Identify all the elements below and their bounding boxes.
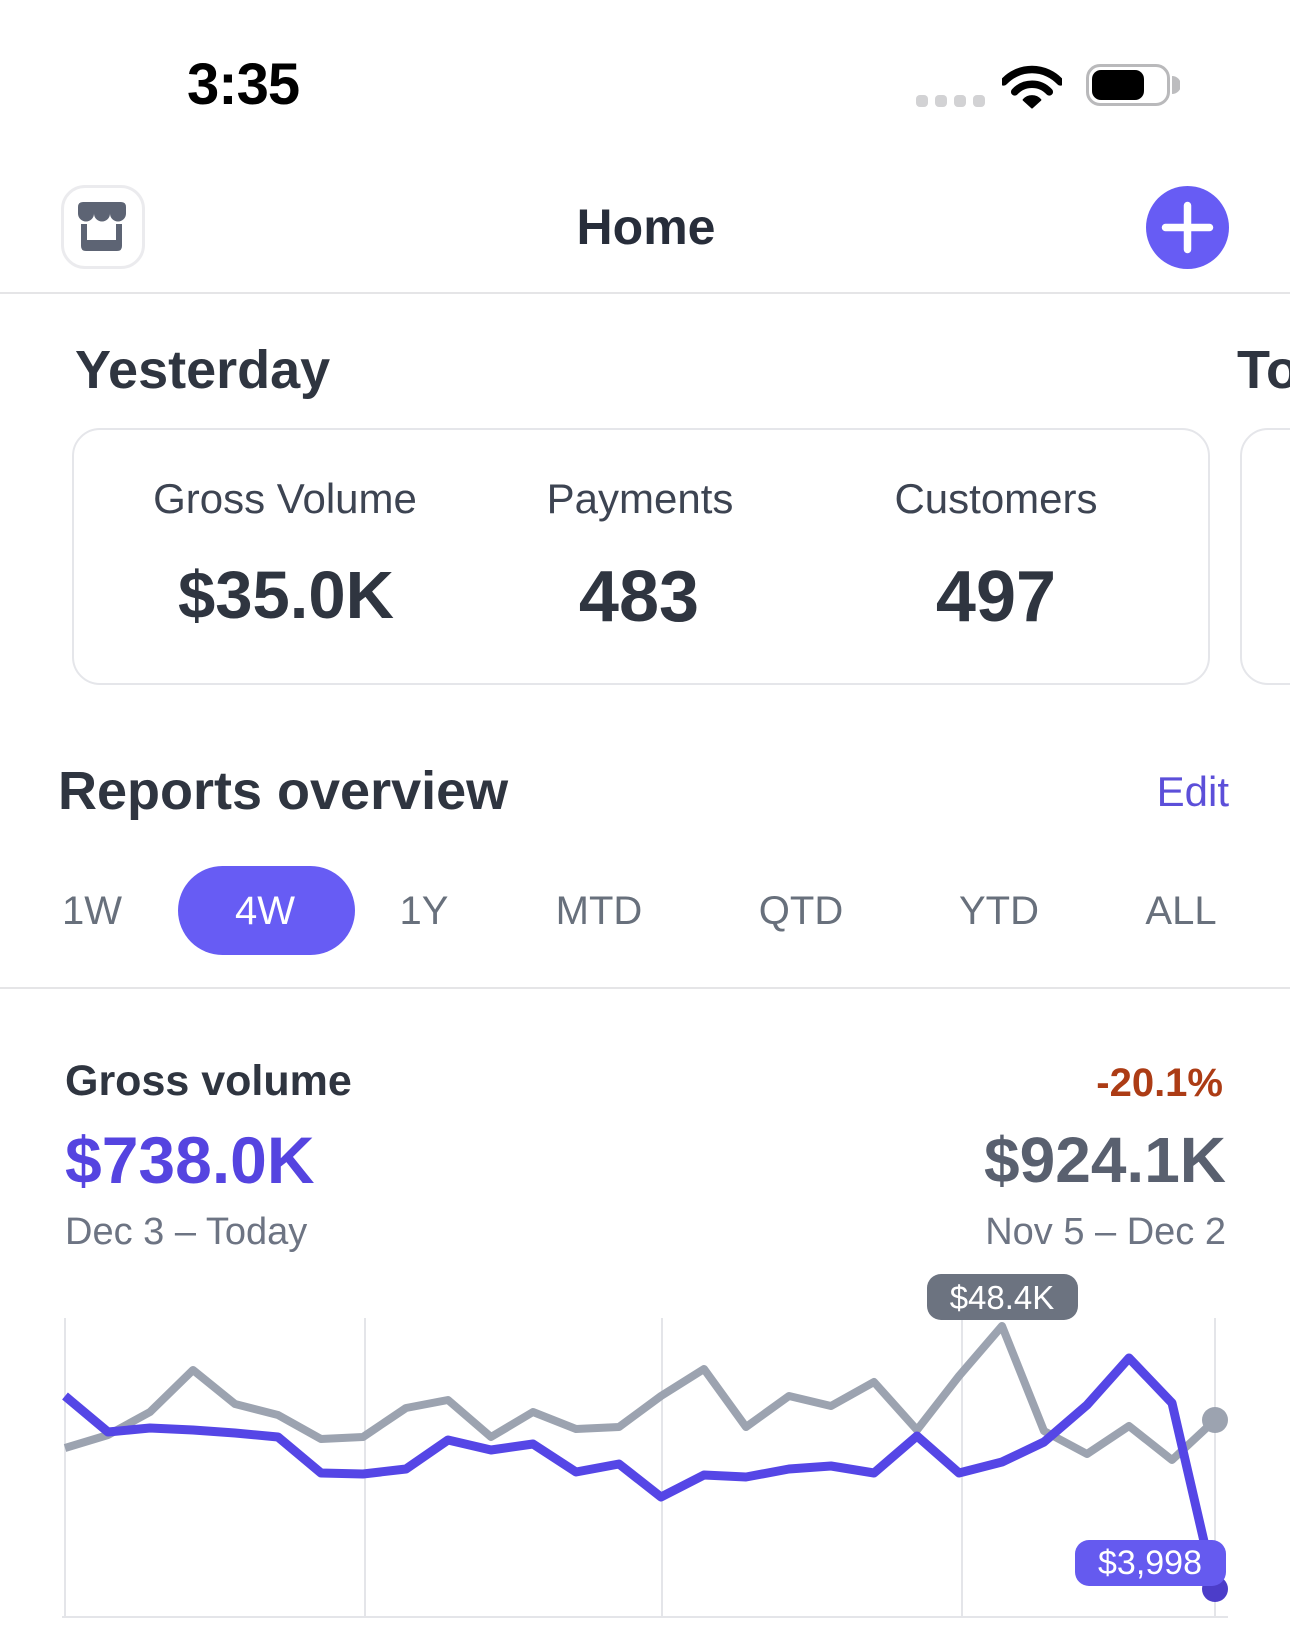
svg-text:$3,998: $3,998 — [1098, 1544, 1202, 1582]
svg-text:$48.4K: $48.4K — [950, 1279, 1055, 1316]
